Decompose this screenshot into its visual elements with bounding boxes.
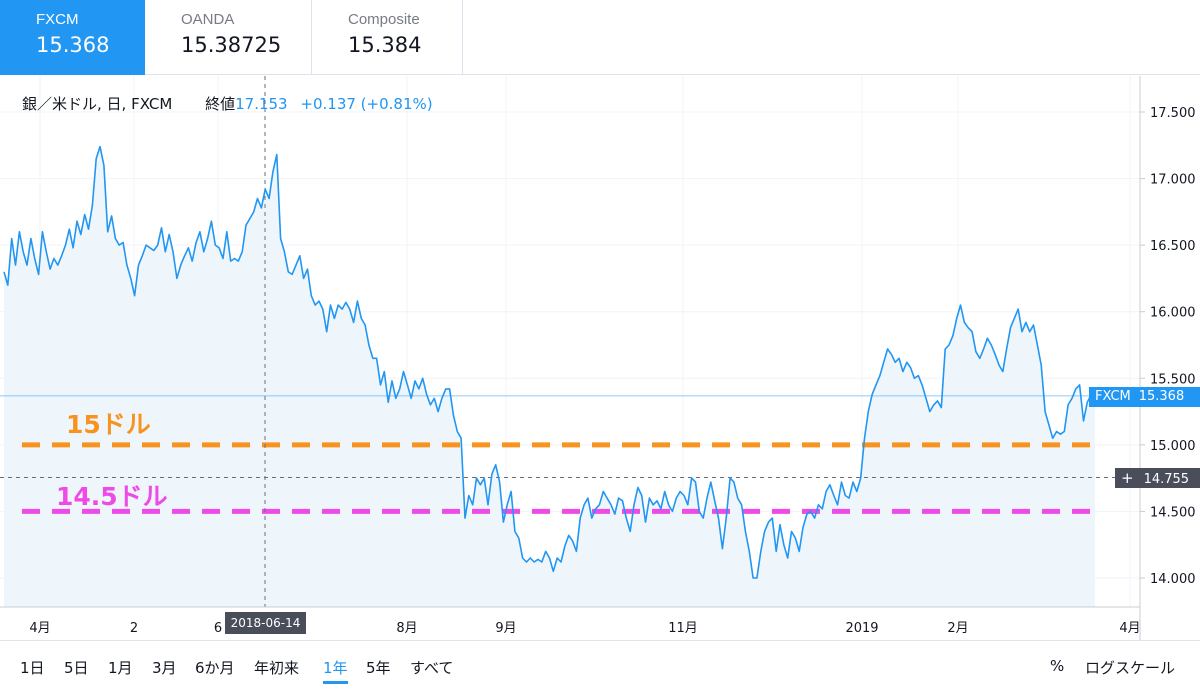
last-price-badge-symbol: FXCM [1095, 389, 1131, 404]
timeframe-1y[interactable]: 1年 [323, 659, 348, 684]
tab-oanda-value: 15.38725 [181, 33, 282, 57]
timeframe-3m[interactable]: 3月 [152, 659, 177, 677]
y-tick-label: 14.500 [1150, 505, 1196, 520]
y-tick-label: 14.000 [1150, 572, 1196, 587]
x-tick-label: 2 [130, 621, 138, 636]
x-tick-label: 8月 [396, 621, 417, 636]
timeframe-ytd[interactable]: 年初来 [254, 659, 300, 677]
price-line [3, 145, 1096, 579]
legend-close-value: 17.153 [235, 95, 288, 113]
bottom-toolbar: 1日 5日 1月 3月 6か月 年初来 1年 5年 すべて % ログスケール [0, 640, 1200, 690]
tab-composite-value: 15.384 [348, 33, 422, 57]
tab-composite[interactable]: Composite 15.384 [312, 0, 463, 75]
x-tick-label: 2月 [947, 621, 968, 636]
y-tick-label: 17.500 [1150, 106, 1196, 121]
last-price-badge-value: 15.368 [1138, 389, 1185, 404]
y-tick-label: 15.500 [1150, 372, 1196, 387]
crosshair-price-badge: +14.755 [1115, 468, 1200, 488]
legend-change: +0.137 (+0.81%) [300, 95, 433, 113]
hline-label-14-5: 14.5ドル [56, 482, 168, 511]
y-tick-label: 16.500 [1150, 239, 1196, 254]
tab-oanda[interactable]: OANDA 15.38725 [145, 0, 312, 75]
last-price-badge: FXCM 15.368 [1089, 387, 1200, 407]
timeframe-1m[interactable]: 1月 [108, 659, 133, 677]
plus-icon[interactable]: + [1121, 469, 1134, 487]
x-tick-label: 6 [214, 621, 222, 636]
timeframe-5d[interactable]: 5日 [64, 659, 89, 677]
x-tick-label: 4月 [1119, 621, 1140, 636]
timeframe-5y[interactable]: 5年 [366, 659, 391, 677]
tab-fxcm-name: FXCM [36, 11, 79, 28]
y-tick-label: 16.000 [1150, 306, 1196, 321]
hline-label-15: 15ドル [66, 410, 151, 439]
tab-oanda-name: OANDA [181, 11, 235, 28]
log-scale-toggle[interactable]: ログスケール [1085, 659, 1176, 677]
legend-close-label: 終値 [205, 95, 236, 113]
crosshair-date-badge: 2018-06-14 [225, 612, 306, 634]
legend-symbol: 銀／米ドル, 日, FXCM [22, 95, 173, 113]
y-tick-label: 17.000 [1150, 173, 1196, 188]
price-chart[interactable]: 14.000 14.500 15.000 15.500 16.000 16.500 17.0… [0, 76, 1200, 640]
tab-fxcm[interactable]: FXCM 15.368 [0, 0, 145, 75]
crosshair-price-value: 14.755 [1143, 472, 1190, 487]
x-tick-label: 11月 [668, 621, 698, 636]
percent-toggle[interactable]: % [1050, 657, 1065, 675]
timeframe-1d[interactable]: 1日 [20, 659, 45, 677]
tab-composite-name: Composite [348, 11, 420, 28]
tab-fxcm-value: 15.368 [36, 33, 110, 57]
y-tick-label: 15.000 [1150, 439, 1196, 454]
timeframe-6m[interactable]: 6か月 [195, 659, 235, 677]
x-tick-label: 4月 [29, 621, 50, 636]
source-tabs: FXCM 15.368 OANDA 15.38725 Composite 15.… [0, 0, 1200, 75]
price-area-fill [4, 146, 1095, 607]
chart-legend: 銀／米ドル, 日, FXCM 終値17.153 +0.137 (+0.81%) [22, 93, 433, 114]
timeframe-all[interactable]: すべて [410, 659, 454, 677]
x-tick-label: 9月 [495, 621, 516, 636]
x-tick-label: 2019 [845, 621, 878, 636]
